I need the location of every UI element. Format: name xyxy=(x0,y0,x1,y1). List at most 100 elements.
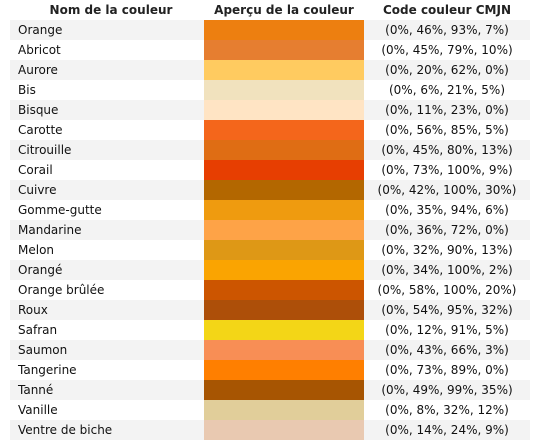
color-swatch xyxy=(204,320,364,340)
table-row: Roux (0%, 54%, 95%, 32%) xyxy=(10,300,530,320)
color-swatch xyxy=(204,80,364,100)
color-swatch xyxy=(204,340,364,360)
color-preview-cell xyxy=(204,260,364,280)
color-preview-cell xyxy=(204,240,364,260)
color-swatch xyxy=(204,420,364,440)
cmyk-code-cell: (0%, 43%, 66%, 3%) xyxy=(364,340,530,360)
color-preview-cell xyxy=(204,80,364,100)
color-preview-cell xyxy=(204,280,364,300)
table-row: Corail (0%, 73%, 100%, 9%) xyxy=(10,160,530,180)
table-row: Citrouille (0%, 45%, 80%, 13%) xyxy=(10,140,530,160)
color-swatch xyxy=(204,120,364,140)
color-name-cell: Bisque xyxy=(10,100,204,120)
color-name-cell: Orange brûlée xyxy=(10,280,204,300)
color-preview-cell xyxy=(204,400,364,420)
color-swatch xyxy=(204,380,364,400)
cmyk-code-cell: (0%, 35%, 94%, 6%) xyxy=(364,200,530,220)
color-name-cell: Mandarine xyxy=(10,220,204,240)
color-name-cell: Tangerine xyxy=(10,360,204,380)
color-swatch xyxy=(204,240,364,260)
cmyk-code-cell: (0%, 6%, 21%, 5%) xyxy=(364,80,530,100)
table-row: Gomme-gutte (0%, 35%, 94%, 6%) xyxy=(10,200,530,220)
color-swatch xyxy=(204,360,364,380)
cmyk-code-cell: (0%, 42%, 100%, 30%) xyxy=(364,180,530,200)
cmyk-code-cell: (0%, 54%, 95%, 32%) xyxy=(364,300,530,320)
color-name-cell: Saumon xyxy=(10,340,204,360)
cmyk-code-cell: (0%, 73%, 89%, 0%) xyxy=(364,360,530,380)
color-name-cell: Citrouille xyxy=(10,140,204,160)
table-row: Ventre de biche (0%, 14%, 24%, 9%) xyxy=(10,420,530,440)
table-body: Orange (0%, 46%, 93%, 7%) Abricot (0%, 45%,… xyxy=(10,20,530,440)
color-preview-cell xyxy=(204,140,364,160)
table-row: Melon (0%, 32%, 90%, 13%) xyxy=(10,240,530,260)
color-name-cell: Corail xyxy=(10,160,204,180)
color-swatch xyxy=(204,300,364,320)
header-color-name: Nom de la couleur xyxy=(49,3,173,17)
color-name-cell: Melon xyxy=(10,240,204,260)
table-row: Saumon (0%, 43%, 66%, 3%) xyxy=(10,340,530,360)
cmyk-code-cell: (0%, 11%, 23%, 0%) xyxy=(364,100,530,120)
cmyk-code-cell: (0%, 34%, 100%, 2%) xyxy=(364,260,530,280)
table-row: Safran (0%, 12%, 91%, 5%) xyxy=(10,320,530,340)
color-name-cell: Bis xyxy=(10,80,204,100)
color-name-cell: Orangé xyxy=(10,260,204,280)
color-preview-cell xyxy=(204,380,364,400)
color-preview-cell xyxy=(204,300,364,320)
color-name-cell: Abricot xyxy=(10,40,204,60)
color-preview-cell xyxy=(204,180,364,200)
cmyk-code-cell: (0%, 45%, 80%, 13%) xyxy=(364,140,530,160)
table-row: Bis (0%, 6%, 21%, 5%) xyxy=(10,80,530,100)
color-swatch xyxy=(204,20,364,40)
cmyk-code-cell: (0%, 46%, 93%, 7%) xyxy=(364,20,530,40)
color-preview-cell xyxy=(204,160,364,180)
table-row: Aurore (0%, 20%, 62%, 0%) xyxy=(10,60,530,80)
cmyk-code-cell: (0%, 20%, 62%, 0%) xyxy=(364,60,530,80)
table-header-row: Nom de la couleur Aperçu de la couleur C… xyxy=(10,0,530,20)
table-row: Carotte (0%, 56%, 85%, 5%) xyxy=(10,120,530,140)
color-name-cell: Tanné xyxy=(10,380,204,400)
table-row: Orange brûlée (0%, 58%, 100%, 20%) xyxy=(10,280,530,300)
color-preview-cell xyxy=(204,100,364,120)
color-preview-cell xyxy=(204,220,364,240)
cmyk-code-cell: (0%, 56%, 85%, 5%) xyxy=(364,120,530,140)
color-preview-cell xyxy=(204,360,364,380)
color-swatch xyxy=(204,160,364,180)
color-preview-cell xyxy=(204,40,364,60)
table-row: Orange (0%, 46%, 93%, 7%) xyxy=(10,20,530,40)
color-swatch xyxy=(204,260,364,280)
color-preview-cell xyxy=(204,60,364,80)
color-name-cell: Safran xyxy=(10,320,204,340)
cmyk-code-cell: (0%, 32%, 90%, 13%) xyxy=(364,240,530,260)
color-name-cell: Vanille xyxy=(10,400,204,420)
color-swatch xyxy=(204,140,364,160)
color-swatch xyxy=(204,100,364,120)
cmyk-code-cell: (0%, 45%, 79%, 10%) xyxy=(364,40,530,60)
color-swatch xyxy=(204,400,364,420)
table-row: Orangé (0%, 34%, 100%, 2%) xyxy=(10,260,530,280)
cmyk-code-cell: (0%, 73%, 100%, 9%) xyxy=(364,160,530,180)
color-preview-cell xyxy=(204,320,364,340)
table-row: Mandarine (0%, 36%, 72%, 0%) xyxy=(10,220,530,240)
table-row: Abricot (0%, 45%, 79%, 10%) xyxy=(10,40,530,60)
color-name-cell: Gomme-gutte xyxy=(10,200,204,220)
color-swatch xyxy=(204,40,364,60)
table-row: Cuivre (0%, 42%, 100%, 30%) xyxy=(10,180,530,200)
color-name-cell: Ventre de biche xyxy=(10,420,204,440)
cmyk-code-cell: (0%, 12%, 91%, 5%) xyxy=(364,320,530,340)
header-color-preview: Aperçu de la couleur xyxy=(214,3,354,17)
color-preview-cell xyxy=(204,200,364,220)
color-name-cell: Roux xyxy=(10,300,204,320)
color-swatch xyxy=(204,220,364,240)
cmyk-code-cell: (0%, 14%, 24%, 9%) xyxy=(364,420,530,440)
table-row: Tanné (0%, 49%, 99%, 35%) xyxy=(10,380,530,400)
color-preview-cell xyxy=(204,120,364,140)
cmyk-code-cell: (0%, 49%, 99%, 35%) xyxy=(364,380,530,400)
color-swatch xyxy=(204,180,364,200)
color-swatch xyxy=(204,200,364,220)
color-name-cell: Carotte xyxy=(10,120,204,140)
table-row: Bisque (0%, 11%, 23%, 0%) xyxy=(10,100,530,120)
color-swatch xyxy=(204,280,364,300)
color-swatch xyxy=(204,60,364,80)
color-table: Nom de la couleur Aperçu de la couleur C… xyxy=(10,0,530,440)
cmyk-code-cell: (0%, 36%, 72%, 0%) xyxy=(364,220,530,240)
